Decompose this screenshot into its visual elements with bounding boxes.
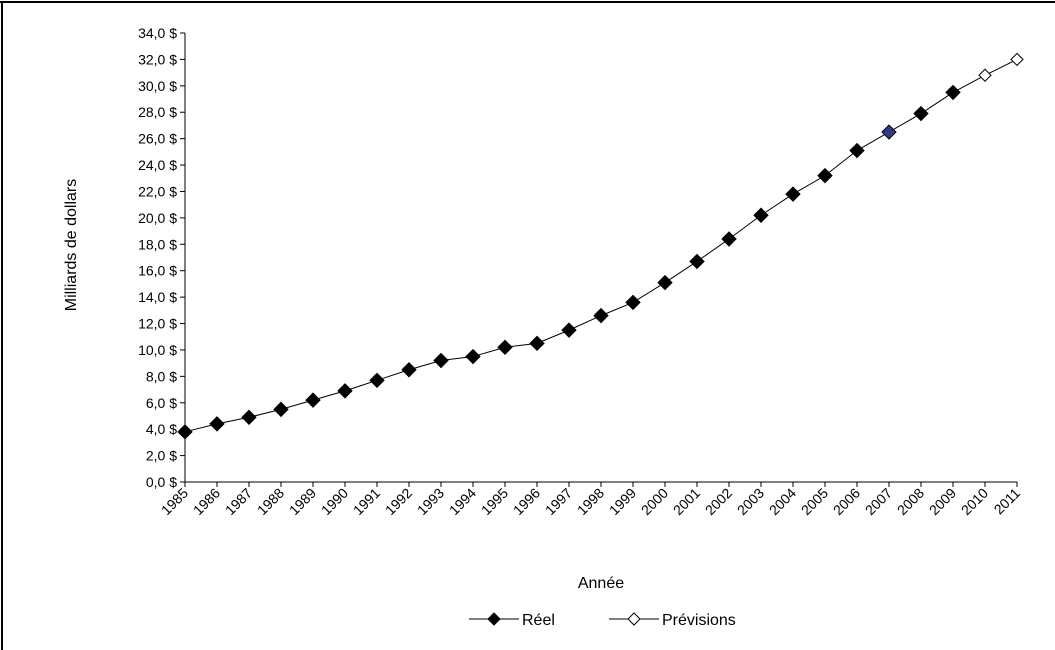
data-point-1992 [401, 362, 417, 378]
x-tick-label: 2009 [926, 485, 959, 518]
y-tick-label: 4,0 $ [146, 421, 177, 437]
data-point-1990 [337, 383, 353, 399]
data-point-2001 [689, 253, 705, 270]
data-point-2009 [945, 84, 961, 101]
legend: Réel Prévisions [469, 612, 736, 629]
data-point-1991 [369, 372, 385, 389]
x-tick-label: 1997 [542, 485, 575, 518]
x-tick-label: 2002 [702, 485, 735, 518]
legend-marker-previsions [627, 612, 641, 626]
x-tick-label: 1988 [254, 485, 287, 518]
data-point-2003 [753, 207, 769, 223]
data-point-1987 [241, 409, 257, 425]
y-tick-label: 34,0 $ [138, 25, 177, 41]
x-tick-label: 2007 [862, 485, 895, 518]
data-point-2006 [849, 142, 865, 159]
data-point-1995 [497, 339, 513, 356]
y-tick-label: 0,0 $ [146, 474, 177, 490]
x-tick-label: 1991 [350, 485, 383, 518]
data-point-1997 [561, 322, 577, 338]
y-tick-label: 16,0 $ [138, 263, 177, 279]
data-point-2002 [721, 231, 737, 247]
y-tick-label: 18,0 $ [138, 236, 177, 252]
x-tick-label: 1996 [510, 485, 543, 518]
data-point-2007 [881, 124, 897, 140]
y-tick-label: 32,0 $ [138, 51, 177, 67]
x-tick-label: 2006 [830, 485, 863, 518]
x-tick-label: 2008 [894, 485, 927, 518]
x-tick-label: 1986 [190, 485, 223, 518]
y-tick-label: 12,0 $ [138, 316, 177, 332]
x-tick-label: 1990 [318, 485, 351, 518]
data-point-1989 [305, 392, 321, 408]
legend-marker-reel [487, 612, 501, 626]
x-tick-label: 2004 [766, 485, 799, 518]
x-axis-title: Année [578, 575, 624, 592]
legend-label-previsions: Prévisions [662, 612, 736, 629]
y-tick-label: 22,0 $ [138, 183, 177, 199]
x-tick-label: 1999 [606, 485, 639, 518]
y-tick-label: 8,0 $ [146, 368, 177, 384]
y-tick-label: 24,0 $ [138, 157, 177, 173]
data-point-1994 [465, 348, 481, 365]
y-axis: 0,0 $ 2,0 $ 4,0 $ 6,0 $ 8,0 $ 10,0 $ 12,0 $ 14,… [138, 25, 186, 490]
data-point-1985 [177, 424, 193, 440]
x-tick-label: 1989 [286, 485, 319, 518]
x-tick-label: 2000 [638, 485, 671, 518]
y-tick-label: 6,0 $ [146, 395, 177, 411]
data-point-2000 [657, 274, 673, 291]
y-tick-label: 26,0 $ [138, 131, 177, 147]
data-point-1986 [209, 416, 225, 432]
x-axis: 1985198619871988198919901991199219931994… [158, 481, 1024, 518]
y-tick-label: 30,0 $ [138, 78, 177, 94]
x-tick-label: 2003 [734, 485, 767, 518]
y-tick-label: 20,0 $ [138, 210, 177, 226]
y-tick-label: 14,0 $ [138, 289, 177, 305]
data-point-2008 [913, 105, 929, 122]
x-tick-label: 1998 [574, 485, 607, 518]
data-point-1998 [593, 307, 609, 324]
series-layer [177, 52, 1024, 440]
data-point-2011 [1010, 52, 1024, 67]
y-tick-label: 10,0 $ [138, 342, 177, 358]
data-point-2004 [785, 186, 801, 202]
data-point-1996 [529, 335, 545, 352]
data-point-1988 [273, 401, 289, 418]
data-point-1999 [625, 294, 641, 311]
x-tick-label: 2001 [670, 485, 703, 518]
data-point-2010 [978, 68, 992, 82]
x-tick-label: 1995 [478, 485, 511, 518]
x-tick-label: 2010 [958, 485, 991, 518]
y-tick-label: 2,0 $ [146, 448, 177, 464]
x-tick-label: 1992 [382, 485, 415, 518]
data-point-2005 [817, 167, 833, 184]
y-axis-title: Milliards de dollars [63, 179, 80, 312]
legend-label-reel: Réel [522, 612, 555, 629]
data-point-1993 [433, 352, 449, 369]
series-line-reel [184, 92, 954, 433]
x-tick-label: 1994 [446, 485, 479, 518]
x-tick-label: 1987 [222, 485, 255, 518]
x-tick-label: 1993 [414, 485, 447, 518]
x-tick-label: 2005 [798, 485, 831, 518]
x-tick-label: 2011 [991, 485, 1024, 518]
y-tick-label: 28,0 $ [138, 104, 177, 120]
